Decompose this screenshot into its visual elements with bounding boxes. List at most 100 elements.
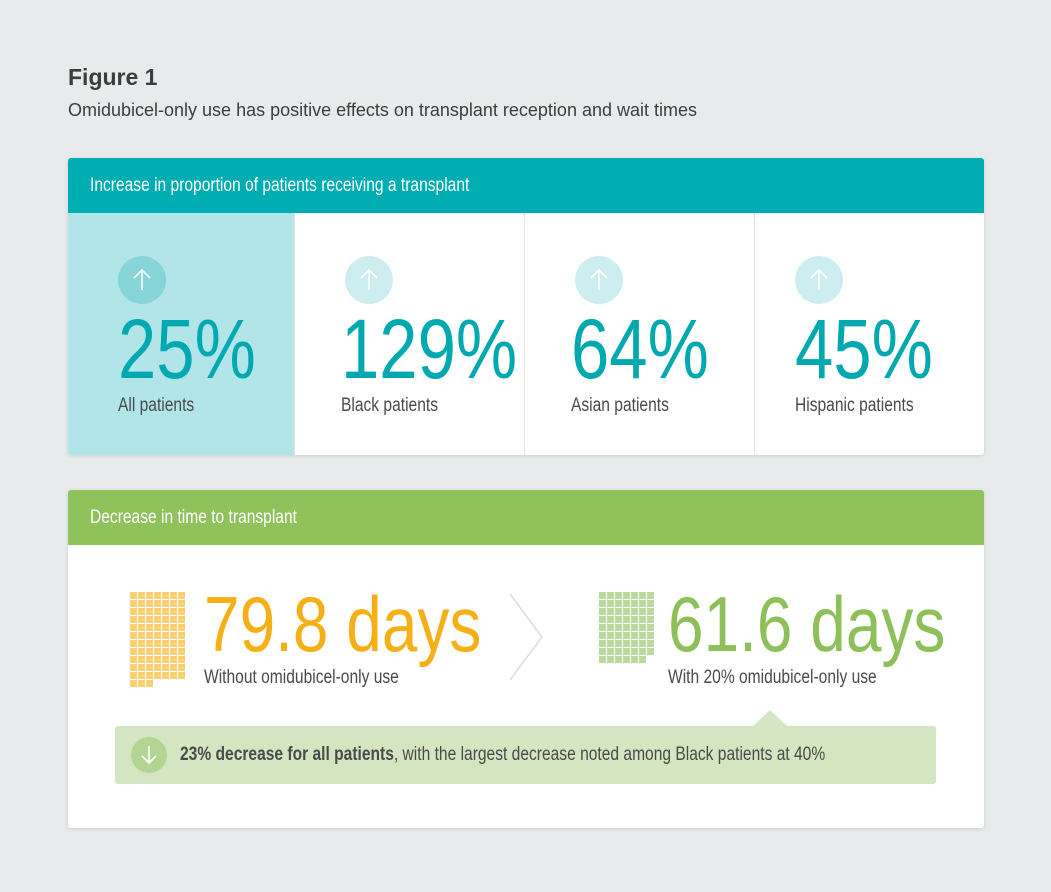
day-square (639, 624, 646, 631)
day-square (138, 664, 145, 671)
day-square (178, 624, 185, 631)
day-square (623, 640, 630, 647)
day-square (647, 608, 654, 615)
day-square (162, 648, 169, 655)
day-square (639, 592, 646, 599)
day-square (615, 640, 622, 647)
days-after-label: With 20% omidubicel-only use (668, 667, 877, 688)
day-square (599, 624, 606, 631)
day-square (615, 600, 622, 607)
day-square (615, 648, 622, 655)
day-square (647, 600, 654, 607)
day-square (631, 608, 638, 615)
day-square (599, 640, 606, 647)
stat-label: All patients (118, 395, 195, 416)
day-square (631, 648, 638, 655)
day-square (607, 592, 614, 599)
day-square (138, 592, 145, 599)
day-square (154, 664, 161, 671)
day-square (639, 640, 646, 647)
day-square (146, 632, 153, 639)
day-square (146, 616, 153, 623)
day-square (162, 616, 169, 623)
day-square (154, 648, 161, 655)
arrow-up-icon (345, 256, 393, 304)
day-square (162, 608, 169, 615)
stat-label: Asian patients (571, 395, 669, 416)
day-square (170, 600, 177, 607)
stat-value: 45% (795, 302, 933, 396)
day-square (599, 600, 606, 607)
day-square (631, 624, 638, 631)
day-square (138, 640, 145, 647)
day-square (178, 616, 185, 623)
day-square (130, 672, 137, 679)
day-square (623, 648, 630, 655)
day-square (130, 656, 137, 663)
day-square (639, 648, 646, 655)
day-square (639, 656, 646, 663)
day-square (154, 608, 161, 615)
increase-panel-header: Increase in proportion of patients recei… (68, 158, 984, 213)
day-square (623, 616, 630, 623)
day-square (130, 648, 137, 655)
increase-panel: Increase in proportion of patients recei… (68, 158, 984, 455)
day-square (178, 656, 185, 663)
day-square (146, 592, 153, 599)
day-square (162, 664, 169, 671)
day-square (130, 592, 137, 599)
day-square (170, 616, 177, 623)
day-square (170, 648, 177, 655)
callout-pointer (753, 710, 787, 726)
stat-black-patients: 129% Black patients (295, 213, 525, 455)
day-square (623, 608, 630, 615)
day-square (138, 624, 145, 631)
figure-title: Figure 1 (68, 64, 158, 90)
day-square (615, 592, 622, 599)
day-square (615, 632, 622, 639)
day-square (178, 608, 185, 615)
stat-value: 129% (341, 302, 518, 396)
day-square (162, 672, 169, 679)
callout-text: , with the largest decrease noted among … (393, 744, 826, 765)
day-square (647, 648, 654, 655)
day-square (599, 656, 606, 663)
day-square (631, 656, 638, 663)
day-square (615, 616, 622, 623)
day-square (647, 640, 654, 647)
day-square (130, 600, 137, 607)
day-square (623, 592, 630, 599)
day-square (154, 600, 161, 607)
day-square (138, 656, 145, 663)
day-square (162, 624, 169, 631)
day-square (647, 632, 654, 639)
decrease-panel-header: Decrease in time to transplant (68, 490, 984, 545)
day-square (607, 624, 614, 631)
stat-label: Black patients (341, 395, 439, 416)
day-square (170, 624, 177, 631)
day-square (631, 616, 638, 623)
day-square (138, 680, 145, 687)
day-square (130, 664, 137, 671)
stat-all-patients: 25% All patients (68, 213, 295, 455)
day-square (639, 608, 646, 615)
day-square (631, 640, 638, 647)
day-square (607, 608, 614, 615)
day-square (647, 592, 654, 599)
day-square (631, 632, 638, 639)
day-square (639, 600, 646, 607)
day-square (146, 624, 153, 631)
day-square (162, 656, 169, 663)
day-square (162, 640, 169, 647)
day-square (599, 608, 606, 615)
day-square (146, 656, 153, 663)
days-grid-after (599, 592, 654, 663)
day-square (138, 600, 145, 607)
day-square (138, 608, 145, 615)
day-square (623, 624, 630, 631)
arrow-down-icon (131, 737, 167, 773)
day-square (170, 632, 177, 639)
day-square (146, 680, 153, 687)
day-square (178, 664, 185, 671)
stat-label: Hispanic patients (795, 395, 914, 416)
